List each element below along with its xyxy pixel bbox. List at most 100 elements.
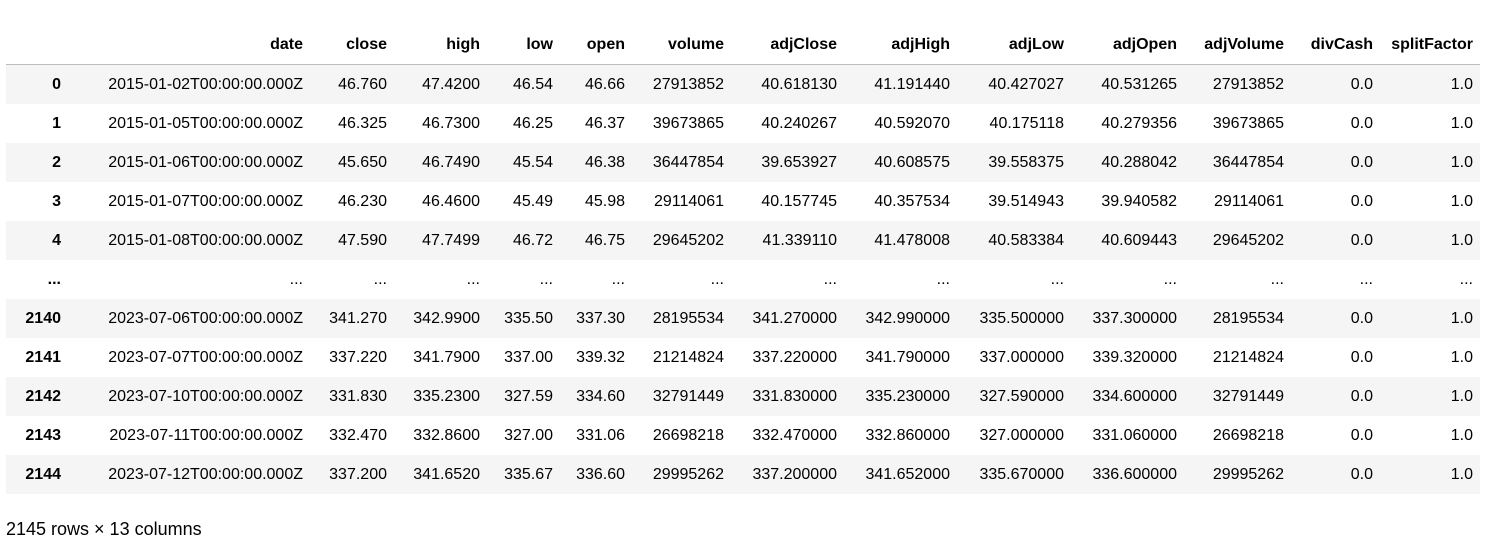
column-header-adjClose: adjClose <box>731 25 844 65</box>
table-cell-adjVolume: 29114061 <box>1214 193 1284 210</box>
row-index: 2142 <box>25 388 61 405</box>
table-cell-low: 327.00 <box>504 427 553 444</box>
table-cell-adjOpen: 39.940582 <box>1101 193 1177 210</box>
table-cell-adjHigh: 40.357534 <box>874 193 950 210</box>
table-header: date close high low open volume adjClose adjHig… <box>6 25 1480 65</box>
table-cell-adjClose: 40.618130 <box>761 76 837 93</box>
table-cell-adjLow: 39.514943 <box>988 193 1064 210</box>
table-cell-low: 337.00 <box>504 349 553 366</box>
row-index: ... <box>47 271 61 288</box>
table-cell-adjVolume: 36447854 <box>1212 154 1284 171</box>
table-cell-low: 335.50 <box>504 310 553 327</box>
table-row: 2144 2023-07-12T00:00:00.000Z 337.200 341.6… <box>6 455 1480 494</box>
table-cell-volume: ... <box>710 271 724 288</box>
table-cell-date: 2015-01-02T00:00:00.000Z <box>108 76 303 93</box>
table-cell-volume: 29645202 <box>652 232 724 249</box>
table-cell-adjHigh: 40.608575 <box>874 154 950 171</box>
table-cell-close: 47.590 <box>338 232 387 249</box>
table-cell-adjOpen: 40.609443 <box>1101 232 1177 249</box>
table-row: 1 2015-01-05T00:00:00.000Z 46.325 46.7300 46… <box>6 104 1480 143</box>
table-cell-adjLow: 40.427027 <box>988 76 1064 93</box>
table-cell-divCash: 0.0 <box>1350 193 1373 210</box>
index-header <box>6 25 68 65</box>
table-cell-date: 2023-07-07T00:00:00.000Z <box>108 349 303 366</box>
row-index: 2140 <box>25 310 61 327</box>
table-cell-adjClose: ... <box>823 271 837 288</box>
table-cell-adjOpen: 337.300000 <box>1092 310 1177 327</box>
table-cell-volume: 27913852 <box>652 76 724 93</box>
table-row: 2143 2023-07-11T00:00:00.000Z 332.470 332.8… <box>6 416 1480 455</box>
table-cell-low: 335.67 <box>504 466 553 483</box>
table-cell-adjClose: 337.200000 <box>752 466 837 483</box>
table-cell-low: ... <box>539 271 553 288</box>
table-cell-open: 336.60 <box>576 466 625 483</box>
table-cell-adjHigh: 342.990000 <box>865 310 950 327</box>
table-cell-divCash: 0.0 <box>1350 349 1373 366</box>
table-cell-volume: 21214824 <box>652 349 724 366</box>
table-row: 2141 2023-07-07T00:00:00.000Z 337.220 341.7… <box>6 338 1480 377</box>
table-cell-volume: 29995262 <box>652 466 724 483</box>
table-cell-volume: 29114061 <box>654 193 724 210</box>
table-cell-adjVolume: ... <box>1270 271 1284 288</box>
table-cell-open: 46.38 <box>584 154 625 171</box>
table-cell-date: 2015-01-08T00:00:00.000Z <box>108 232 303 249</box>
dataframe-shape-note: 2145 rows × 13 columns <box>6 519 202 539</box>
table-cell-high: 46.7490 <box>422 154 480 171</box>
table-cell-high: 46.7300 <box>422 115 480 132</box>
table-cell-date: 2023-07-06T00:00:00.000Z <box>108 310 303 327</box>
table-cell-date: 2015-01-07T00:00:00.000Z <box>108 193 303 210</box>
table-cell-open: 334.60 <box>576 388 625 405</box>
table-cell-adjOpen: 331.060000 <box>1092 427 1177 444</box>
row-index: 1 <box>52 115 61 132</box>
column-header-adjVolume: adjVolume <box>1184 25 1291 65</box>
table-cell-splitFactor: 1.0 <box>1450 193 1473 210</box>
table-cell-date: 2015-01-05T00:00:00.000Z <box>108 115 303 132</box>
table-row: 0 2015-01-02T00:00:00.000Z 46.760 47.4200 46… <box>6 64 1480 104</box>
table-cell-date: 2015-01-06T00:00:00.000Z <box>108 154 303 171</box>
table-cell-date: ... <box>289 271 303 288</box>
table-cell-open: 339.32 <box>576 349 625 366</box>
row-index: 2 <box>52 154 61 171</box>
table-cell-low: 45.54 <box>512 154 553 171</box>
dataframe-table: date close high low open volume adjClose adjHig… <box>6 25 1480 494</box>
row-index: 0 <box>52 76 61 93</box>
table-cell-close: 46.230 <box>338 193 387 210</box>
column-header-date: date <box>68 25 310 65</box>
table-cell-open: 337.30 <box>576 310 625 327</box>
table-cell-volume: 28195534 <box>652 310 724 327</box>
table-cell-divCash: 0.0 <box>1350 310 1373 327</box>
table-cell-adjHigh: 335.230000 <box>865 388 950 405</box>
table-cell-splitFactor: 1.0 <box>1450 466 1473 483</box>
table-row: 2140 2023-07-06T00:00:00.000Z 341.270 342.9… <box>6 299 1480 338</box>
row-index: 4 <box>52 232 61 249</box>
table-row: 4 2015-01-08T00:00:00.000Z 47.590 47.7499 46… <box>6 221 1480 260</box>
table-cell-divCash: 0.0 <box>1350 427 1373 444</box>
table-cell-low: 46.25 <box>512 115 553 132</box>
table-cell-low: 45.49 <box>512 193 553 210</box>
table-cell-divCash: 0.0 <box>1350 154 1373 171</box>
table-cell-high: 335.2300 <box>413 388 480 405</box>
table-cell-high: ... <box>466 271 480 288</box>
table-cell-volume: 26698218 <box>652 427 724 444</box>
table-cell-adjClose: 341.270000 <box>752 310 837 327</box>
table-body: 0 2015-01-02T00:00:00.000Z 46.760 47.4200 46… <box>6 64 1480 494</box>
table-cell-adjVolume: 26698218 <box>1212 427 1284 444</box>
table-cell-adjHigh: 41.191440 <box>874 76 950 93</box>
table-cell-adjLow: 335.670000 <box>979 466 1064 483</box>
table-cell-adjVolume: 28195534 <box>1212 310 1284 327</box>
table-cell-adjClose: 40.157745 <box>761 193 837 210</box>
table-cell-adjHigh: ... <box>936 271 950 288</box>
table-cell-adjVolume: 29995262 <box>1212 466 1284 483</box>
column-header-adjOpen: adjOpen <box>1071 25 1184 65</box>
header-row: date close high low open volume adjClose adjHig… <box>6 25 1480 65</box>
table-row: 3 2015-01-07T00:00:00.000Z 46.230 46.4600 45… <box>6 182 1480 221</box>
table-cell-splitFactor: 1.0 <box>1450 349 1473 366</box>
table-cell-adjOpen: 40.531265 <box>1101 76 1177 93</box>
table-cell-divCash: 0.0 <box>1350 388 1373 405</box>
table-cell-divCash: 0.0 <box>1350 76 1373 93</box>
table-cell-date: 2023-07-12T00:00:00.000Z <box>108 466 303 483</box>
table-cell-close: 45.650 <box>338 154 387 171</box>
table-cell-open: 45.98 <box>584 193 625 210</box>
table-cell-high: 47.7499 <box>422 232 480 249</box>
table-cell-close: 337.200 <box>329 466 387 483</box>
